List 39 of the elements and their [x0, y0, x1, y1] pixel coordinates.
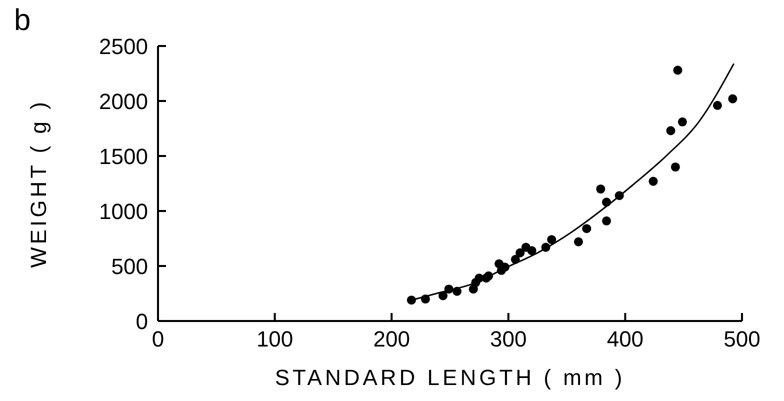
x-tick-label: 400	[606, 326, 644, 352]
point	[602, 216, 612, 226]
x-tick-label: 300	[490, 326, 527, 352]
y-tick-label: 0	[136, 308, 148, 334]
point	[510, 254, 520, 264]
y-axis-title: WEIGHT ( g )	[26, 99, 51, 268]
point	[438, 291, 448, 300]
y-tick-label: 1500	[99, 144, 148, 169]
point	[444, 284, 454, 294]
point	[547, 235, 556, 244]
point	[712, 100, 722, 110]
point	[666, 126, 676, 136]
point	[614, 191, 624, 200]
point	[596, 184, 606, 194]
point	[728, 94, 738, 104]
point	[678, 117, 687, 126]
x-tick-label: 200	[373, 326, 410, 352]
point	[527, 246, 536, 256]
point	[406, 296, 416, 305]
point	[574, 237, 583, 246]
point	[673, 66, 682, 75]
point	[420, 294, 430, 304]
point	[648, 176, 658, 186]
y-tick-label: 1000	[99, 198, 148, 224]
x-tick-label: 0	[152, 326, 164, 352]
point	[582, 224, 592, 234]
y-tick-label: 500	[111, 254, 148, 279]
text: b	[14, 4, 31, 38]
y-tick-label: 2000	[99, 88, 148, 114]
point	[541, 242, 550, 252]
point	[516, 248, 525, 258]
point	[602, 198, 612, 207]
x-tick-label: 100	[256, 326, 294, 352]
point	[484, 271, 494, 280]
x-tick-label: 500	[724, 326, 760, 352]
point	[670, 162, 680, 172]
point	[452, 286, 462, 296]
y-tick-label: 2500	[99, 34, 148, 59]
x-axis-title: STANDARD LENGTH ( mm )	[274, 365, 626, 390]
